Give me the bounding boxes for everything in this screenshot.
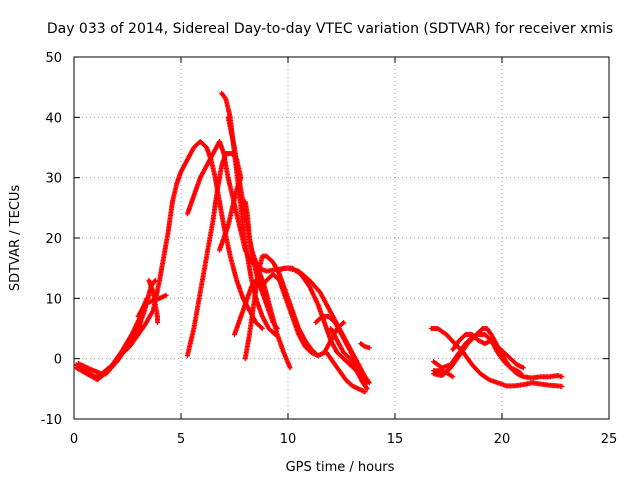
- data-point: [450, 374, 456, 380]
- series-pass-17: [324, 350, 368, 395]
- data-point: [217, 247, 223, 253]
- x-tick-label: 0: [70, 432, 78, 447]
- data-point: [520, 365, 526, 371]
- data-point: [137, 322, 143, 328]
- x-axis-title: GPS time / hours: [286, 460, 395, 475]
- data-point: [559, 374, 565, 380]
- data-point: [163, 292, 169, 298]
- data-point: [341, 319, 347, 325]
- x-tick-label: 25: [601, 432, 618, 447]
- data-point: [315, 353, 321, 359]
- x-tick-label: 10: [280, 432, 297, 447]
- series-pass-22: [450, 332, 526, 371]
- series-pass-18: [358, 341, 372, 351]
- grid: [74, 57, 609, 419]
- y-tick-label: 40: [45, 111, 62, 126]
- data-point: [364, 377, 370, 383]
- chart-title: Day 033 of 2014, Sidereal Day-to-day VTE…: [47, 21, 613, 37]
- series-pass-23: [431, 368, 456, 380]
- y-tick-label: 10: [45, 292, 62, 307]
- data-point: [559, 383, 565, 389]
- data-point: [274, 326, 280, 331]
- data-point: [287, 365, 293, 371]
- y-tick-label: 20: [45, 232, 62, 247]
- series-pass-16: [328, 326, 370, 383]
- x-tick-label: 15: [387, 432, 404, 447]
- data-point: [364, 386, 370, 392]
- data-point: [518, 371, 524, 377]
- data-point: [154, 319, 160, 325]
- x-tick-label: 5: [177, 432, 185, 447]
- series-pass-13: [242, 253, 321, 362]
- data-point: [259, 326, 265, 331]
- y-axis-title: SDTVAR / TECUs: [8, 185, 23, 292]
- series-pass-19: [428, 326, 565, 389]
- y-tick-label: 30: [45, 172, 62, 187]
- x-tick-label: 20: [494, 432, 511, 447]
- data-point: [144, 295, 150, 301]
- data-point: [366, 345, 372, 351]
- y-tick-label: 0: [54, 353, 62, 368]
- y-tick-label: 50: [45, 51, 62, 66]
- y-tick-label: -10: [41, 413, 62, 428]
- data-point: [152, 277, 158, 283]
- data-points: [73, 90, 565, 395]
- data-point: [362, 389, 368, 395]
- axis-ticks: 0 5 10 15 20 25 -10 0 10 20 30 40 50: [41, 51, 618, 447]
